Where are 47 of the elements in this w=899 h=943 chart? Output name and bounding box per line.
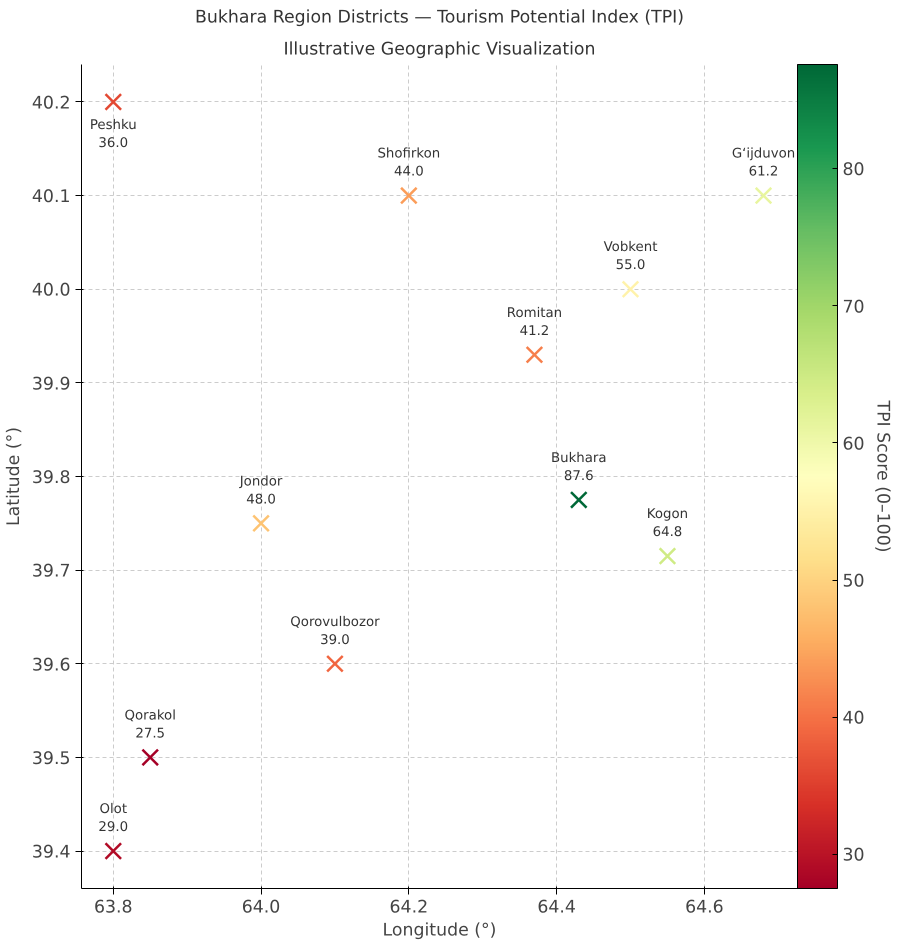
y-tick-label: 39.6: [32, 655, 71, 676]
point: [252, 514, 270, 532]
color-bar-label: 60: [842, 434, 865, 454]
color-bar-label: 80: [842, 160, 865, 180]
point: [400, 186, 418, 205]
x-tick-label: 63.8: [94, 898, 133, 918]
y-tick-label: 39.8: [32, 468, 71, 488]
color-bar-label: 50: [842, 572, 865, 592]
annotation: G‘ijduvon 61.2: [732, 146, 796, 180]
chart-subtitle: Illustrative Geographic Visualization: [283, 40, 596, 60]
annotation: Peshku 36.0: [90, 118, 137, 151]
y-tick-label: 40.1: [32, 187, 71, 208]
point: [570, 490, 588, 509]
x-tick-label: 64.0: [242, 898, 280, 918]
point: [525, 346, 544, 364]
point: [104, 92, 122, 111]
y-axis-title: Latitude (°): [4, 426, 24, 526]
color-bar-label: 70: [842, 297, 865, 318]
x-tick-label: 64.6: [685, 898, 724, 918]
chart-title: Bukhara Region Districts — Tourism Potential Index (TPI): [194, 8, 684, 28]
y-tick-label: 39.7: [32, 562, 71, 582]
annotation: Kogon 64.8: [646, 507, 688, 540]
x-tick-label: 64.4: [537, 898, 576, 918]
y-tick-label: 39.4: [32, 842, 71, 863]
annotation: Romitan 41.2: [506, 306, 562, 339]
point: [754, 186, 773, 205]
y-tick-label: 39.9: [32, 374, 71, 394]
y-tick-label: 40.2: [32, 93, 71, 114]
color-bar-label: 40: [842, 708, 865, 729]
y-tick-label: 40.0: [32, 280, 71, 301]
annotation: Jondor 48.0: [238, 474, 283, 508]
x-tick-label: 64.2: [390, 898, 428, 918]
color-bar-title: TPI Score (0–100): [872, 400, 892, 552]
point: [326, 654, 344, 673]
annotation: Bukhara 87.6: [551, 450, 607, 484]
y-tick-label: 39.5: [32, 748, 71, 769]
point: [104, 842, 122, 860]
x-axis-title: Longitude (°): [382, 920, 496, 940]
point: [658, 547, 676, 566]
annotation: Qorovulbozor 39.0: [290, 614, 380, 648]
annotation: Vobkent 55.0: [604, 240, 658, 274]
point: [621, 280, 640, 298]
point: [141, 748, 160, 766]
annotation: Shofirkon 44.0: [377, 146, 440, 180]
color-bar-label: 30: [842, 846, 865, 866]
annotation: Olot 29.0: [98, 802, 128, 836]
annotation: Qorakol 27.5: [124, 708, 176, 742]
